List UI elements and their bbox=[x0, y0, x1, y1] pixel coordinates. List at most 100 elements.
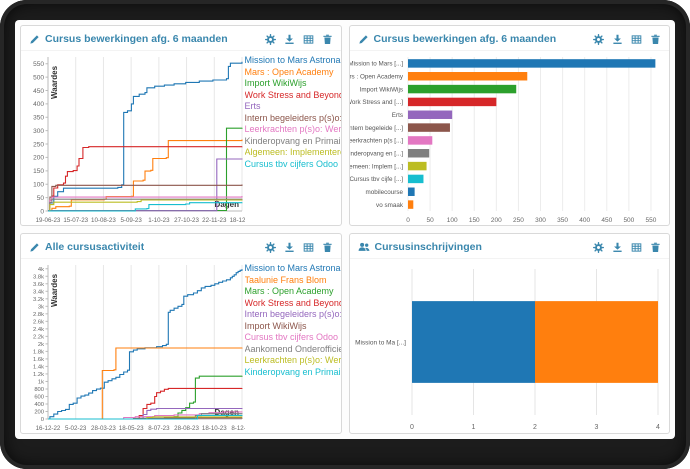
svg-text:8-12-23: 8-12-23 bbox=[231, 425, 245, 432]
panel-course-edits-bars: Cursus bewerkingen afg. 6 maanden 0 50 100… bbox=[348, 25, 670, 226]
legend-item[interactable]: Aankomend Onderofficie bbox=[244, 343, 341, 354]
legend-item[interactable]: Mission to Mars Astronau bbox=[244, 263, 341, 273]
panel-header: Alle cursusactiviteit bbox=[21, 234, 341, 259]
svg-text:3.4k: 3.4k bbox=[33, 289, 44, 295]
svg-text:0: 0 bbox=[40, 208, 44, 215]
table-view-icon[interactable] bbox=[631, 34, 642, 45]
line-chart-course-edits[interactable]: 19-06-23 15-07-23 10-08-23 5-09-23 1-10-23 27… bbox=[21, 51, 245, 225]
legend-item[interactable]: Kinderopvang en Primair bbox=[244, 366, 341, 377]
svg-text:300: 300 bbox=[535, 217, 546, 224]
svg-text:400: 400 bbox=[33, 101, 44, 108]
svg-text:500: 500 bbox=[623, 217, 634, 224]
svg-text:2: 2 bbox=[533, 424, 537, 431]
svg-text:3k: 3k bbox=[38, 304, 44, 310]
delete-trash-icon[interactable] bbox=[650, 34, 661, 45]
legend-item[interactable]: Kinderopvang en Primair bbox=[244, 135, 341, 146]
svg-text:2.2k: 2.2k bbox=[33, 334, 44, 340]
delete-trash-icon[interactable] bbox=[322, 34, 333, 45]
svg-text:550: 550 bbox=[33, 61, 44, 68]
legend-item[interactable]: Mission to Mars Astronau bbox=[244, 55, 341, 65]
legend-item[interactable]: Mars : Open Academy bbox=[244, 286, 334, 296]
legend-item[interactable]: Import WikiWijs bbox=[244, 320, 307, 331]
svg-text:3: 3 bbox=[594, 424, 598, 431]
svg-text:0: 0 bbox=[41, 417, 44, 423]
svg-text:mobilecourse: mobilecourse bbox=[365, 189, 403, 196]
svg-text:50: 50 bbox=[37, 195, 45, 202]
legend-item[interactable]: Intern begeleiders p(s)o: bbox=[244, 309, 341, 319]
svg-text:1: 1 bbox=[471, 424, 475, 431]
legend-item[interactable]: Intern begeleiders p(s)o: bbox=[244, 112, 341, 123]
panel-title: Alle cursusactiviteit bbox=[45, 241, 145, 253]
delete-trash-icon[interactable] bbox=[322, 242, 333, 253]
panel-header: Cursus bewerkingen afg. 6 maanden bbox=[21, 26, 341, 51]
settings-gear-icon[interactable] bbox=[593, 33, 604, 45]
panel-body: 0 50 100 150 200 250 300 350 400 450 500 550 Mission… bbox=[350, 51, 670, 225]
legend-item[interactable]: Taalunie Frans Blom bbox=[244, 274, 327, 285]
pencil-icon bbox=[29, 34, 40, 45]
svg-text:2.8k: 2.8k bbox=[33, 312, 44, 318]
legend-item[interactable]: Cursus tbv cijfers Odoo bbox=[244, 158, 339, 169]
legend-item[interactable]: Cursus tbv cijfers Odoo bbox=[244, 332, 339, 342]
bar-chart-course-edits[interactable]: 0 50 100 150 200 250 300 350 400 450 500 550 Mission… bbox=[350, 51, 670, 225]
svg-text:1k: 1k bbox=[38, 379, 44, 385]
svg-text:Kinderopvang en [...]: Kinderopvang en [...] bbox=[350, 150, 403, 157]
settings-gear-icon[interactable] bbox=[264, 241, 276, 253]
delete-trash-icon[interactable] bbox=[650, 242, 661, 253]
legend-item[interactable]: Work Stress and Beyond bbox=[244, 297, 341, 308]
svg-text:3.2k: 3.2k bbox=[33, 297, 44, 303]
svg-text:0: 0 bbox=[410, 424, 414, 431]
svg-text:Mission to Ma [...]: Mission to Ma [...] bbox=[355, 340, 406, 347]
table-view-icon[interactable] bbox=[303, 242, 314, 253]
svg-text:1.2k: 1.2k bbox=[33, 372, 44, 378]
table-view-icon[interactable] bbox=[631, 242, 642, 253]
legend-item[interactable]: Erts bbox=[244, 101, 261, 111]
legend-item[interactable]: Algemeen: Implementere bbox=[244, 147, 341, 157]
svg-text:Mission to Mars [...]: Mission to Mars [...] bbox=[350, 61, 403, 68]
legend-item[interactable]: Leerkrachten p(s)o: Werk bbox=[244, 355, 341, 365]
svg-text:350: 350 bbox=[33, 115, 44, 122]
download-icon[interactable] bbox=[284, 34, 295, 45]
svg-text:1-10-23: 1-10-23 bbox=[148, 217, 170, 224]
svg-text:Work Stress and [...]: Work Stress and [...] bbox=[350, 99, 403, 106]
svg-text:8-07-23: 8-07-23 bbox=[148, 425, 170, 432]
svg-text:22-11-23: 22-11-23 bbox=[202, 217, 227, 224]
settings-gear-icon[interactable] bbox=[593, 241, 604, 253]
panel-actions bbox=[264, 33, 333, 45]
panel-header: Cursusinschrijvingen bbox=[349, 234, 669, 259]
panel-body: 19-06-23 15-07-23 10-08-23 5-09-23 1-10-23 27… bbox=[21, 51, 341, 225]
panel-title: Cursus bewerkingen afg. 6 maanden bbox=[373, 33, 557, 45]
svg-text:19-06-23: 19-06-23 bbox=[36, 217, 61, 224]
settings-gear-icon[interactable] bbox=[264, 33, 276, 45]
svg-text:2.4k: 2.4k bbox=[33, 327, 44, 333]
svg-text:150: 150 bbox=[33, 168, 44, 175]
svg-text:5-02-23: 5-02-23 bbox=[65, 425, 87, 432]
svg-text:1.6k: 1.6k bbox=[33, 357, 44, 363]
svg-text:100: 100 bbox=[446, 217, 457, 224]
chart-legend: Mission to Mars Astronau Taalunie Frans B… bbox=[245, 259, 341, 433]
svg-text:0: 0 bbox=[406, 217, 410, 224]
svg-text:150: 150 bbox=[468, 217, 479, 224]
legend-item[interactable]: Import WikiWijs bbox=[244, 78, 307, 88]
line-chart-all-activity[interactable]: 16-12-22 5-02-23 28-03-23 18-05-23 8-07-23 28… bbox=[21, 259, 245, 433]
download-icon[interactable] bbox=[284, 242, 295, 253]
svg-text:2.6k: 2.6k bbox=[33, 319, 44, 325]
download-icon[interactable] bbox=[612, 242, 623, 253]
svg-text:Leerkrachten p(s [...]: Leerkrachten p(s [...] bbox=[350, 138, 403, 145]
download-icon[interactable] bbox=[612, 34, 623, 45]
panel-actions bbox=[593, 241, 661, 253]
svg-text:4k: 4k bbox=[38, 267, 44, 273]
panel-body: 16-12-22 5-02-23 28-03-23 18-05-23 8-07-23 28… bbox=[21, 259, 341, 433]
legend-item[interactable]: Leerkrachten p(s)o: Werk bbox=[244, 124, 341, 134]
svg-text:200: 200 bbox=[490, 217, 501, 224]
panel-body: 0 1 2 3 4 Mission to Ma [...] bbox=[350, 259, 670, 433]
table-view-icon[interactable] bbox=[303, 34, 314, 45]
stacked-bar-chart-enrollments[interactable]: 0 1 2 3 4 Mission to Ma [...] bbox=[350, 259, 670, 433]
svg-text:Import WikiWijs: Import WikiWijs bbox=[359, 86, 402, 93]
svg-text:3.6k: 3.6k bbox=[33, 282, 44, 288]
svg-text:18-05-23: 18-05-23 bbox=[119, 425, 144, 432]
legend-item[interactable]: Mars : Open Academy bbox=[244, 66, 334, 77]
svg-text:600: 600 bbox=[34, 394, 44, 400]
legend-item[interactable]: Work Stress and Beyond bbox=[244, 89, 341, 100]
svg-text:1.8k: 1.8k bbox=[33, 349, 44, 355]
svg-text:400: 400 bbox=[579, 217, 590, 224]
